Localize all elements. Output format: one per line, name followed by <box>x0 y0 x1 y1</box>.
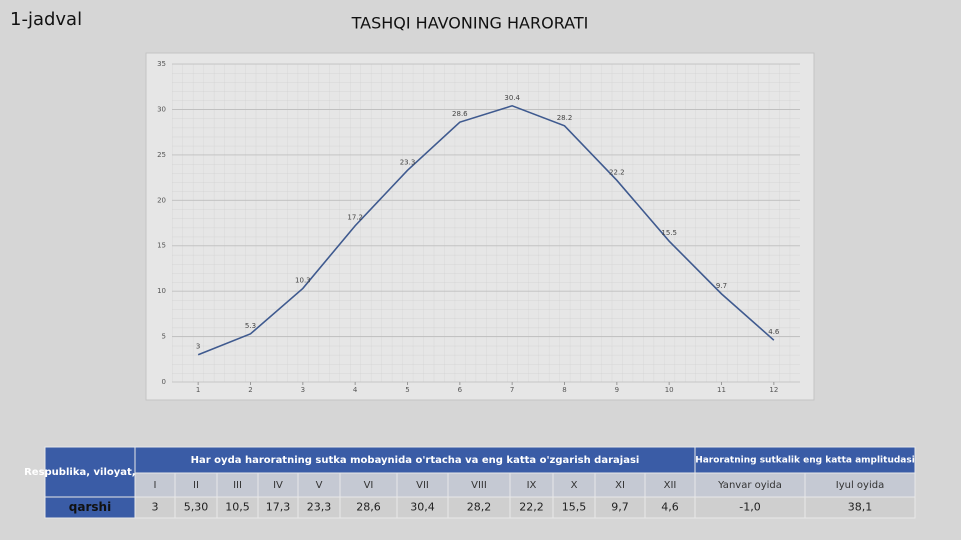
x-tick-label: 10 <box>665 386 674 394</box>
table-cell: 28,6 <box>356 501 381 514</box>
data-label: 10.3 <box>295 276 311 284</box>
column-header: XI <box>615 480 625 491</box>
data-line <box>197 104 775 356</box>
x-tick-label: 2 <box>248 386 252 394</box>
table-cell: 10,5 <box>225 501 250 514</box>
column-header: XII <box>664 480 677 491</box>
column-header: I <box>154 480 157 491</box>
x-tick-label: 12 <box>769 386 778 394</box>
y-tick-label: 15 <box>157 242 166 250</box>
column-header-cell <box>396 472 449 498</box>
y-tick-label: 30 <box>157 105 166 113</box>
y-tick-label: 20 <box>157 196 166 204</box>
y-tick-label: 35 <box>157 60 166 68</box>
data-label: 28.6 <box>452 110 468 118</box>
table: Respublika, viloyat, joy Har oyda harorat… <box>24 446 916 519</box>
column-header: VI <box>364 480 374 491</box>
table-cell: 17,3 <box>266 501 291 514</box>
data-label: 9.7 <box>716 282 727 290</box>
table-cell: 9,7 <box>611 501 629 514</box>
y-tick-label: 5 <box>162 333 166 341</box>
data-label: 30.4 <box>504 94 520 102</box>
slide-label: 1-jadval <box>10 9 82 30</box>
column-header: Iyul oyida <box>836 480 884 491</box>
table-cell: -1,0 <box>739 501 760 514</box>
column-header-cell <box>594 472 646 498</box>
column-header: X <box>571 480 578 491</box>
column-header: VII <box>416 480 429 491</box>
column-header: III <box>233 480 242 491</box>
table-cell: 4,6 <box>661 501 679 514</box>
column-header: IV <box>273 480 283 491</box>
y-tick-label: 10 <box>157 287 166 295</box>
x-tick-label: 4 <box>353 386 358 394</box>
x-tick-label: 7 <box>510 386 514 394</box>
data-label: 4.6 <box>768 328 780 336</box>
data-label: 5.3 <box>245 322 256 330</box>
place-header: Respublika, viloyat, joy <box>24 467 156 478</box>
data-label: 23.3 <box>400 158 416 166</box>
table-cell: 23,3 <box>307 501 332 514</box>
place-header-cell <box>44 446 136 498</box>
data-label: 3 <box>196 343 200 351</box>
table-cell: 3 <box>152 501 159 514</box>
column-header: VIII <box>471 480 487 491</box>
table-cell: 5,30 <box>184 501 209 514</box>
x-tick-label: 9 <box>615 386 619 394</box>
x-tick-label: 5 <box>405 386 409 394</box>
table-cell: 22,2 <box>519 501 544 514</box>
table-cell: 15,5 <box>562 501 587 514</box>
table-cell: 30,4 <box>410 501 435 514</box>
monthly-header-cell <box>134 446 696 474</box>
amplitude-header: Haroratning sutkalik eng katta amplituda… <box>695 456 915 466</box>
row-header: qarshi <box>69 500 111 514</box>
x-tick-label: 3 <box>301 386 305 394</box>
column-header: V <box>316 480 323 491</box>
data-label: 15.5 <box>661 229 677 237</box>
column-header: II <box>193 480 199 491</box>
column-header-cell <box>447 472 511 498</box>
column-header-cell <box>339 472 398 498</box>
column-header-cell <box>134 472 176 498</box>
y-tick-label: 25 <box>157 151 166 159</box>
chart-title: TASHQI HAVONING HARORATI <box>351 14 589 33</box>
table-cell-cell <box>804 496 916 519</box>
x-tick-label: 1 <box>196 386 200 394</box>
monthly-header: Har oyda haroratning sutka mobaynida o'r… <box>191 455 640 466</box>
plot-area <box>172 64 800 382</box>
data-label: 22.2 <box>609 168 625 176</box>
data-label: 28.2 <box>557 114 573 122</box>
data-label: 17.2 <box>347 214 363 222</box>
x-tick-label: 11 <box>717 386 726 394</box>
column-header-cell <box>804 472 916 498</box>
x-tick-label: 6 <box>458 386 463 394</box>
column-header: Yanvar oyida <box>717 480 782 491</box>
column-header: IX <box>527 480 537 491</box>
x-tick-label: 8 <box>562 386 566 394</box>
column-header-cell <box>297 472 341 498</box>
column-header-cell <box>216 472 259 498</box>
y-tick-label: 0 <box>162 378 166 386</box>
table-cell: 38,1 <box>848 501 873 514</box>
table-cell: 28,2 <box>467 501 492 514</box>
column-header-cell <box>644 472 696 498</box>
